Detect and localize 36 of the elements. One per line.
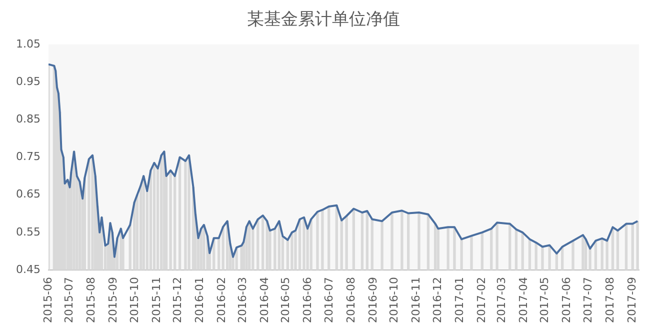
x-tick-label: 2016-04 — [258, 277, 271, 324]
y-tick-label: 0.55 — [16, 225, 40, 238]
x-tick-label: 2017-04 — [516, 277, 530, 324]
chart-title: 某基金累计单位净值 — [247, 10, 400, 30]
x-tick-label: 2015-11 — [150, 277, 163, 324]
x-tick-label: 2016-07 — [322, 277, 336, 324]
x-tick-label: 2016-05 — [279, 277, 292, 324]
x-tick-label: 2017-08 — [603, 277, 616, 324]
x-tick-label: 2016-02 — [215, 277, 228, 324]
x-tick-label: 2016-08 — [344, 277, 358, 324]
x-tick-label: 2015-08 — [84, 277, 98, 324]
x-tick-label: 2016-06 — [301, 277, 314, 324]
x-tick-label: 2017-02 — [475, 277, 488, 324]
y-tick-label: 0.85 — [16, 112, 40, 126]
x-tick-label: 2015-07 — [62, 277, 76, 324]
x-tick-label: 2017-06 — [560, 277, 574, 324]
x-tick-label: 2016-03 — [236, 277, 249, 324]
x-tick-label: 2017-09 — [625, 277, 638, 324]
x-tick-label: 2015-09 — [106, 277, 120, 324]
x-tick-label: 2016-09 — [366, 277, 380, 324]
x-tick-label: 2017-03 — [494, 277, 508, 324]
x-tick-label: 2016-01 — [193, 277, 206, 324]
y-tick-label: 0.75 — [16, 150, 40, 164]
x-tick-label: 2017-07 — [581, 277, 594, 324]
x-tick-label: 2017-05 — [538, 277, 552, 324]
x-tick-label: 2016-10 — [388, 277, 401, 324]
x-tick-label: 2015-06 — [41, 277, 54, 324]
y-tick-label: 0.65 — [16, 188, 40, 201]
y-tick-label: 0.45 — [16, 262, 40, 276]
x-tick-label: 2015-10 — [128, 277, 141, 324]
x-tick-label: 2017-01 — [453, 277, 466, 324]
x-tick-label: 2016-12 — [431, 277, 444, 324]
y-tick-label: 1.05 — [16, 37, 40, 50]
x-tick-label: 2015-12 — [171, 277, 184, 324]
x-tick-label: 2016-11 — [410, 277, 423, 324]
y-tick-label: 0.95 — [16, 74, 40, 88]
